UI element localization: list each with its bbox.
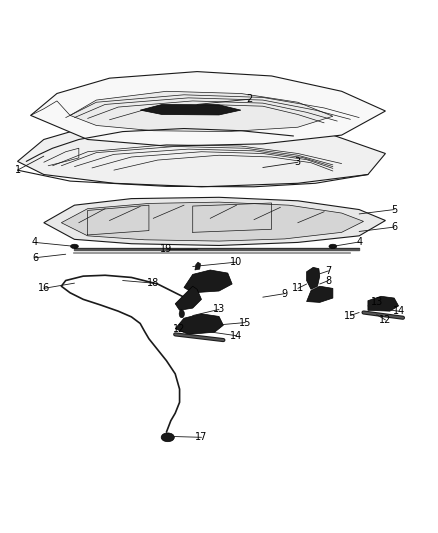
Text: 12: 12 (173, 324, 186, 334)
Text: 15: 15 (344, 311, 357, 320)
Polygon shape (307, 268, 320, 289)
Text: 14: 14 (230, 330, 243, 341)
Text: 2: 2 (247, 94, 253, 104)
Text: 4: 4 (356, 237, 362, 247)
Text: 16: 16 (38, 284, 50, 293)
Polygon shape (70, 91, 333, 132)
Ellipse shape (161, 433, 174, 442)
Text: 5: 5 (391, 205, 397, 215)
Text: 13: 13 (213, 304, 225, 314)
Polygon shape (31, 71, 385, 146)
Text: 6: 6 (391, 222, 397, 232)
Polygon shape (18, 118, 385, 187)
Text: 1: 1 (14, 165, 21, 175)
Ellipse shape (179, 310, 184, 318)
Ellipse shape (71, 244, 78, 248)
Polygon shape (368, 296, 399, 311)
Text: 6: 6 (32, 253, 38, 263)
Text: 19: 19 (160, 244, 173, 254)
Text: 15: 15 (239, 318, 251, 328)
Text: 3: 3 (295, 157, 301, 167)
Polygon shape (61, 202, 364, 241)
Polygon shape (140, 104, 241, 115)
Polygon shape (175, 286, 201, 310)
Text: 18: 18 (147, 278, 159, 288)
Text: 17: 17 (195, 432, 208, 442)
Polygon shape (184, 270, 232, 293)
Text: 13: 13 (371, 296, 383, 306)
Text: 7: 7 (325, 266, 332, 276)
Text: 14: 14 (392, 306, 405, 316)
Text: 12: 12 (379, 315, 392, 325)
Text: 11: 11 (292, 284, 304, 293)
Polygon shape (175, 314, 223, 334)
Polygon shape (195, 262, 201, 270)
Text: 9: 9 (282, 289, 288, 298)
Polygon shape (44, 197, 385, 246)
Text: 10: 10 (230, 257, 243, 267)
Polygon shape (307, 286, 333, 302)
Text: 4: 4 (32, 237, 38, 247)
Ellipse shape (329, 244, 337, 248)
Text: 8: 8 (325, 276, 332, 286)
